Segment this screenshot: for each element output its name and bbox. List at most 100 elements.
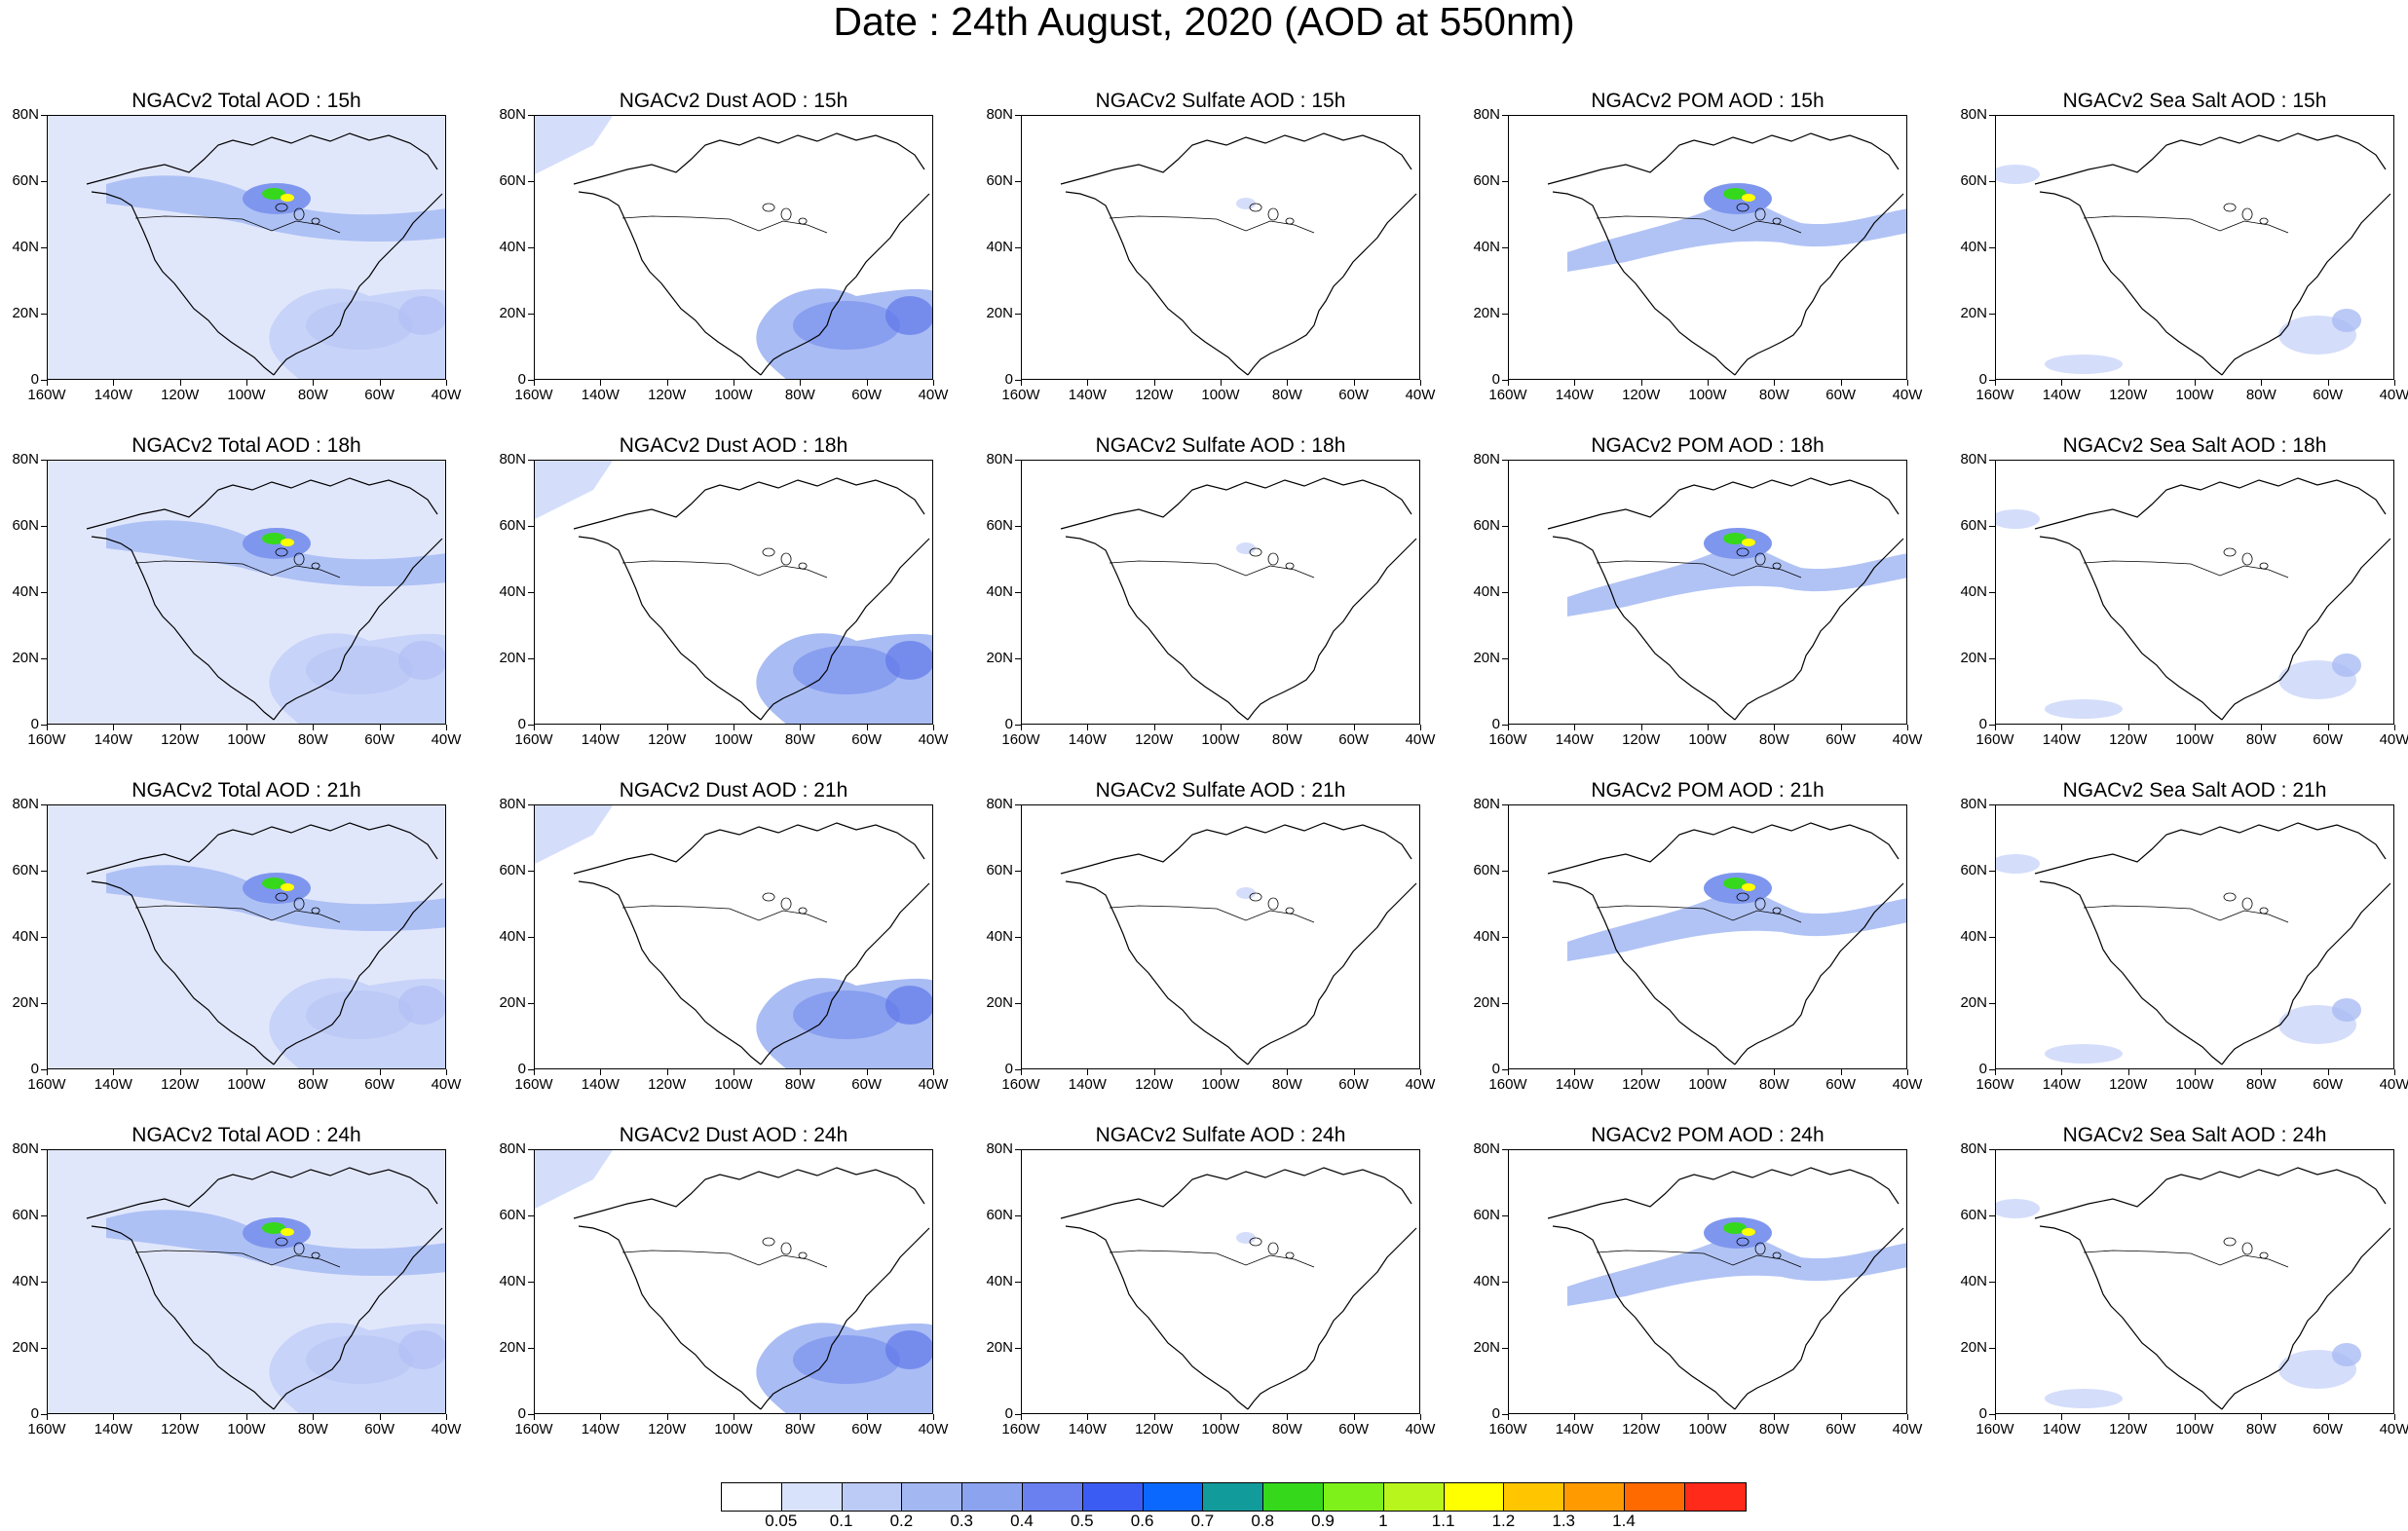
latitude-tick-label: 80N — [1960, 1140, 1987, 1157]
latitude-tick-label: 80N — [12, 106, 39, 123]
map-plot-area — [1021, 115, 1420, 380]
latitude-tick — [528, 1149, 534, 1150]
longitude-tick-label: 140W — [94, 731, 132, 748]
longitude-tick — [1021, 725, 1022, 730]
latitude-tick-label: 40N — [12, 583, 39, 600]
map-plot-area — [47, 1149, 446, 1414]
longitude-tick-label: 160W — [1975, 1076, 2014, 1093]
longitude-tick-label: 100W — [714, 731, 753, 748]
longitude-tick-label: 80W — [784, 1421, 815, 1438]
latitude-tick — [1989, 314, 1995, 315]
latitude-tick-label: 20N — [499, 305, 526, 321]
longitude-tick-label: 40W — [2379, 731, 2408, 748]
longitude-tick — [113, 1414, 115, 1420]
latitude-tick-label: 20N — [1473, 1339, 1500, 1356]
longitude-tick — [1640, 380, 1642, 386]
colorbar-tick-label: 0.9 — [1311, 1512, 1335, 1530]
longitude-tick-label: 120W — [648, 387, 687, 403]
longitude-tick — [1508, 1414, 1509, 1420]
longitude-tick-label: 60W — [1338, 387, 1370, 403]
longitude-tick — [1907, 380, 1908, 386]
longitude-tick — [1774, 380, 1776, 386]
longitude-tick — [1774, 725, 1776, 730]
longitude-tick-label: 80W — [1271, 1076, 1302, 1093]
longitude-tick — [1640, 725, 1642, 730]
longitude-tick-label: 120W — [1135, 387, 1174, 403]
longitude-tick — [1287, 1414, 1289, 1420]
latitude-tick-label: 40N — [499, 583, 526, 600]
latitude-tick — [528, 115, 534, 116]
longitude-tick — [1087, 725, 1089, 730]
longitude-tick-label: 160W — [1975, 387, 2014, 403]
longitude-tick — [2394, 1414, 2395, 1420]
panel-title: NGACv2 Dust AOD : 24h — [619, 1124, 848, 1146]
longitude-tick-label: 40W — [2379, 387, 2408, 403]
longitude-tick-label: 100W — [714, 1421, 753, 1438]
longitude-tick — [1087, 1414, 1089, 1420]
latitude-tick — [1502, 937, 1508, 938]
map-plot-area — [534, 115, 933, 380]
latitude-tick-label: 0 — [30, 371, 39, 388]
longitude-tick-label: 60W — [1825, 1076, 1857, 1093]
colorbar-tick-label: 1.2 — [1491, 1512, 1516, 1530]
longitude-tick-label: 100W — [2175, 387, 2214, 403]
longitude-tick — [1221, 1414, 1222, 1420]
latitude-tick — [1989, 1282, 1995, 1283]
longitude-tick — [1221, 1069, 1222, 1075]
longitude-tick-label: 160W — [1488, 1421, 1527, 1438]
map-panel-pom-row4: NGACv2 POM AOD : 24h 80N 60N 40N 20N 0 160W 14… — [1461, 1116, 1948, 1447]
latitude-tick — [528, 725, 534, 726]
longitude-tick — [866, 725, 868, 730]
longitude-tick — [600, 725, 602, 730]
latitude-tick-label: 40N — [12, 239, 39, 255]
longitude-tick — [1508, 1069, 1509, 1075]
longitude-tick — [1907, 725, 1908, 730]
latitude-tick-label: 60N — [986, 862, 1013, 878]
latitude-tick — [41, 937, 47, 938]
panel-title: NGACv2 Sulfate AOD : 21h — [1095, 779, 1346, 802]
panel-title: NGACv2 Dust AOD : 15h — [619, 90, 848, 112]
map-plot-area — [1021, 1149, 1420, 1414]
latitude-tick — [1989, 1215, 1995, 1216]
longitude-tick-label: 120W — [161, 731, 200, 748]
longitude-tick — [246, 725, 247, 730]
longitude-tick-label: 40W — [1892, 1076, 1923, 1093]
latitude-tick-label: 60N — [1960, 862, 1987, 878]
longitude-tick — [1840, 1069, 1842, 1075]
longitude-tick-label: 60W — [2313, 387, 2344, 403]
longitude-tick-label: 140W — [581, 387, 620, 403]
longitude-tick-label: 40W — [1892, 387, 1923, 403]
latitude-tick — [528, 526, 534, 527]
latitude-tick — [528, 181, 534, 182]
latitude-tick — [1015, 1348, 1021, 1349]
map-plot-area — [1508, 460, 1907, 725]
longitude-tick-label: 80W — [2245, 1421, 2276, 1438]
longitude-tick — [313, 725, 315, 730]
latitude-tick-label: 40N — [1960, 1273, 1987, 1289]
longitude-tick-label: 40W — [2379, 1076, 2408, 1093]
latitude-tick — [1015, 314, 1021, 315]
latitude-tick-label: 80N — [986, 451, 1013, 467]
longitude-tick-label: 60W — [851, 1421, 883, 1438]
latitude-tick-label: 40N — [986, 1273, 1013, 1289]
panel-title: NGACv2 Sea Salt AOD : 18h — [2062, 434, 2327, 457]
latitude-tick-label: 20N — [1960, 1339, 1987, 1356]
latitude-tick-label: 0 — [1491, 1405, 1500, 1422]
longitude-tick — [666, 725, 668, 730]
longitude-tick-label: 140W — [2042, 1076, 2081, 1093]
latitude-tick-label: 40N — [1473, 239, 1500, 255]
longitude-tick — [2394, 1069, 2395, 1075]
longitude-tick — [666, 380, 668, 386]
colorbar-tick-label: 0.05 — [765, 1512, 798, 1530]
latitude-tick-label: 60N — [499, 172, 526, 189]
longitude-tick-label: 80W — [2245, 731, 2276, 748]
latitude-tick — [528, 460, 534, 461]
longitude-tick — [2195, 725, 2196, 730]
longitude-tick — [179, 1414, 181, 1420]
latitude-tick-label: 60N — [1960, 1207, 1987, 1223]
latitude-tick — [41, 380, 47, 381]
latitude-tick — [1502, 1069, 1508, 1070]
latitude-tick — [528, 314, 534, 315]
longitude-tick — [1574, 1069, 1576, 1075]
latitude-tick — [1015, 804, 1021, 805]
